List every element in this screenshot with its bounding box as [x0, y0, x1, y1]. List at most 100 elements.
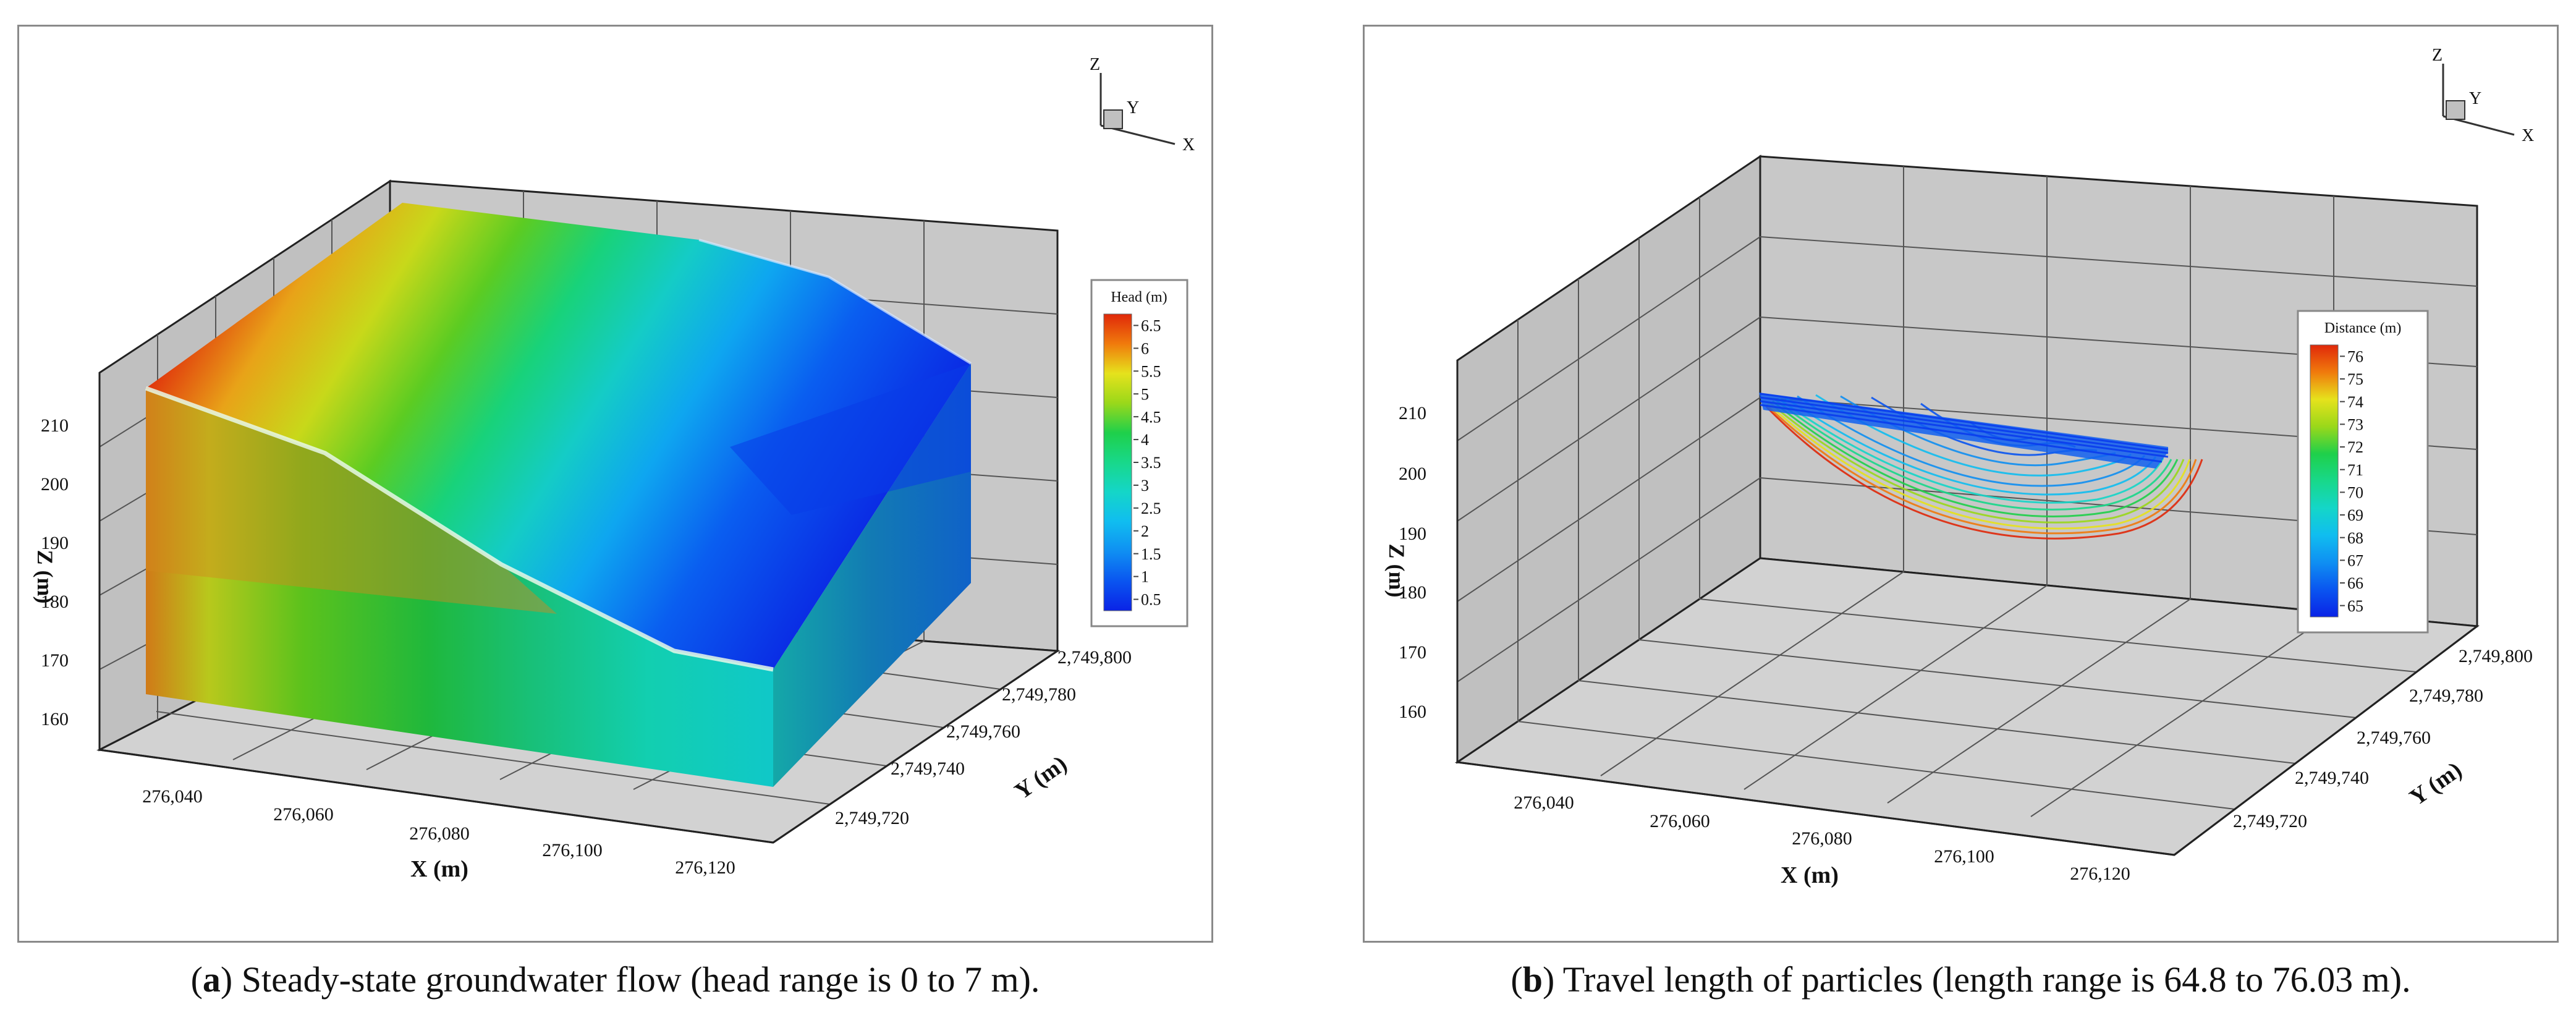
y-axis-label: Y (m)	[1010, 750, 1072, 804]
legend-label: 66	[2347, 574, 2363, 592]
orientation-y-label: Y	[1127, 98, 1139, 117]
particle-pathlines	[1759, 393, 2203, 540]
y-tick: 2,749,720	[835, 808, 909, 828]
distance-legend: Distance (m) 76 75 74 73 72 71 70 69 68 67 66 65	[2297, 310, 2429, 634]
legend-label: 72	[2347, 438, 2363, 456]
legend-label: 68	[2347, 529, 2363, 547]
y-tick: 2,749,740	[2295, 768, 2369, 788]
head-legend: Head (m) 6.5 6 5.5 5 4.5 4 3.5 3 2.5 2 1.5 1 0.5	[1090, 279, 1188, 627]
pathline	[1766, 402, 2191, 530]
caption-a-text: Steady-state groundwater flow (head rang…	[241, 959, 1040, 1000]
head-surface-plot: 210 200 190 180 170 160 Z (m) 276,040 27…	[33, 55, 1195, 882]
z-tick: 180	[1399, 582, 1426, 603]
pathline	[1772, 400, 2179, 518]
y-axis-label: Y (m)	[2405, 757, 2467, 810]
caption-a-label: a	[202, 959, 221, 1000]
caption-b-label: b	[1522, 959, 1543, 1000]
z-axis-ticks: 210 200 190 180 170 160	[41, 415, 69, 729]
z-axis-label: Z (m)	[1384, 544, 1409, 598]
legend-label: 3	[1141, 477, 1149, 495]
front-frame	[98, 373, 1058, 844]
orientation-x-label: X	[2522, 126, 2534, 145]
y-tick: 2,749,720	[2233, 811, 2307, 831]
legend-label: 65	[2347, 597, 2363, 615]
legend-label: 67	[2347, 551, 2363, 569]
x-tick: 276,060	[273, 804, 334, 825]
y-tick: 2,749,760	[2357, 728, 2431, 748]
x-axis-label: X (m)	[410, 856, 468, 882]
legend-label: 74	[2347, 393, 2363, 411]
z-axis-ticks: 210 200 190 180 170 160	[1399, 403, 1426, 722]
z-tick: 160	[41, 709, 69, 729]
legend-label: 76	[2347, 347, 2363, 365]
y-tick: 2,749,800	[2459, 646, 2533, 666]
caption-b-text: Travel length of particles (length range…	[1562, 959, 2411, 1000]
z-tick: 200	[41, 474, 69, 495]
legend-label: 71	[2347, 461, 2363, 479]
z-tick: 160	[1399, 702, 1426, 722]
top-blue-zone	[730, 363, 971, 515]
y-tick: 2,749,780	[1002, 684, 1076, 705]
orientation-z-label: Z	[2432, 46, 2443, 65]
legend-colorbar	[1103, 313, 1132, 611]
z-axis-label: Z (m)	[33, 550, 57, 604]
legend-label: 0.5	[1141, 591, 1161, 609]
x-axis-ticks: 276,040 276,060 276,080 276,100 276,120	[1514, 792, 2130, 884]
block-crest-line	[145, 386, 774, 672]
front-frame	[1456, 360, 2478, 856]
legend-label: 70	[2347, 483, 2363, 501]
x-axis-ticks: 276,040 276,060 276,080 276,100 276,120	[142, 786, 735, 878]
orientation-x-label: X	[1182, 135, 1195, 155]
legend-label: 6	[1141, 339, 1149, 357]
caption-b: (b) Travel length of particles (length r…	[1510, 959, 2411, 1000]
legend-label: 75	[2347, 370, 2363, 388]
x-tick: 276,080	[409, 823, 470, 844]
x-tick: 276,060	[1650, 811, 1710, 831]
block-back-ridge	[698, 239, 972, 365]
orientation-z-label: Z	[1090, 55, 1100, 74]
legend-label: 4.5	[1141, 408, 1161, 426]
y-tick: 2,749,780	[2409, 686, 2483, 706]
pathline	[1797, 395, 2146, 487]
legend-label: 3.5	[1141, 454, 1161, 472]
z-tick: 190	[1399, 524, 1426, 544]
z-tick: 190	[41, 533, 69, 553]
x-tick: 276,120	[675, 857, 735, 878]
front-warm-zone	[146, 388, 557, 614]
legend-label: 73	[2347, 415, 2363, 433]
pathline	[1765, 404, 2197, 535]
x-tick: 276,100	[542, 840, 603, 860]
legend-label: 4	[1141, 431, 1149, 449]
z-tick: 170	[41, 650, 69, 671]
z-tick: 210	[41, 415, 69, 436]
legend-labels: 76 75 74 73 72 71 70 69 68 67 66 65	[2340, 347, 2363, 615]
legend-label: 6.5	[1141, 317, 1161, 335]
block-front-face	[146, 388, 773, 787]
pathline	[1815, 394, 2132, 477]
caption-a: (a) Steady-state groundwater flow (head …	[190, 959, 1040, 1000]
orientation-axes-icon: Z Y X	[2432, 46, 2534, 145]
x-tick: 276,120	[2070, 864, 2130, 884]
x-tick: 276,040	[1514, 792, 1574, 813]
pathline	[1775, 399, 2172, 511]
pathline	[1784, 396, 2157, 496]
orientation-y-label: Y	[2469, 89, 2481, 108]
legend-labels: 6.5 6 5.5 5 4.5 4 3.5 3 2.5 2 1.5 1 0.5	[1133, 317, 1161, 609]
legend-label: 1	[1141, 568, 1149, 586]
y-tick: 2,749,760	[946, 721, 1020, 742]
legend-label: 2	[1141, 522, 1149, 540]
z-tick: 180	[41, 592, 69, 612]
pathline	[1765, 406, 2203, 540]
particle-pathline-plot: 210 200 190 180 170 160 Z (m) 276,040 27…	[1384, 46, 2534, 888]
x-axis-label: X (m)	[1781, 862, 1839, 888]
y-axis-ticks: 2,749,720 2,749,740 2,749,760 2,749,780 …	[2233, 646, 2533, 831]
legend-label: 69	[2347, 506, 2363, 524]
x-tick: 276,080	[1792, 828, 1852, 849]
z-tick: 170	[1399, 642, 1426, 663]
y-tick: 2,749,800	[1057, 647, 1132, 668]
z-tick: 210	[1399, 403, 1426, 423]
legend-label: 5	[1141, 385, 1149, 403]
pathline	[1769, 401, 2185, 524]
pathline	[1778, 397, 2164, 504]
x-tick: 276,100	[1934, 846, 1994, 867]
